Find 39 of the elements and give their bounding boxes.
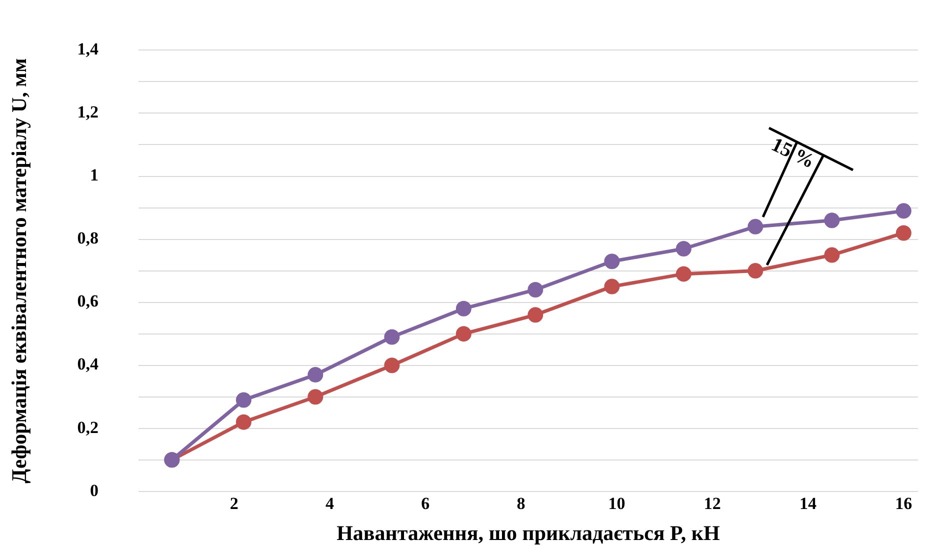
point: [896, 225, 912, 241]
x-tick-label: 12: [704, 494, 721, 513]
point: [236, 414, 252, 430]
point: [308, 389, 324, 405]
point: [528, 307, 544, 323]
y-tick-label: 0,2: [77, 418, 98, 437]
point: [824, 247, 840, 263]
point: [676, 266, 692, 282]
point: [384, 358, 400, 374]
point: [748, 218, 764, 234]
x-tick-label: 8: [516, 494, 526, 513]
y-tick-label: 0,6: [77, 292, 98, 311]
x-tick-label: 16: [895, 494, 912, 513]
x-tick-label: 2: [230, 494, 238, 513]
y-tick-label: 0,8: [77, 228, 98, 248]
point: [236, 392, 252, 408]
x-tick-label: 14: [800, 494, 817, 513]
point: [528, 282, 544, 298]
point: [456, 326, 472, 342]
point: [604, 254, 620, 270]
y-tick-label: 0,4: [77, 354, 99, 374]
point: [676, 240, 692, 256]
point: [896, 203, 912, 219]
x-tick-label: 6: [421, 494, 430, 513]
point: [384, 329, 400, 345]
y-tick-label: 1: [90, 166, 98, 185]
x-tick-label: 4: [326, 494, 334, 513]
y-tick-label: 1,2: [77, 102, 98, 122]
y-tick-label: 1,4: [77, 40, 99, 59]
annotation: 15 %: [768, 134, 818, 173]
point: [308, 367, 324, 383]
x-axis-title: Навантаження, шо прикладається P, кН: [336, 520, 720, 545]
point: [456, 300, 472, 316]
point: [824, 212, 840, 228]
y-tick-label: 0: [90, 480, 98, 500]
point: [604, 278, 620, 294]
x-tick-label: 10: [608, 494, 626, 513]
point: [748, 263, 764, 279]
y-axis-title: Деформація еквівалентного матеріалу U, мм: [7, 58, 32, 484]
